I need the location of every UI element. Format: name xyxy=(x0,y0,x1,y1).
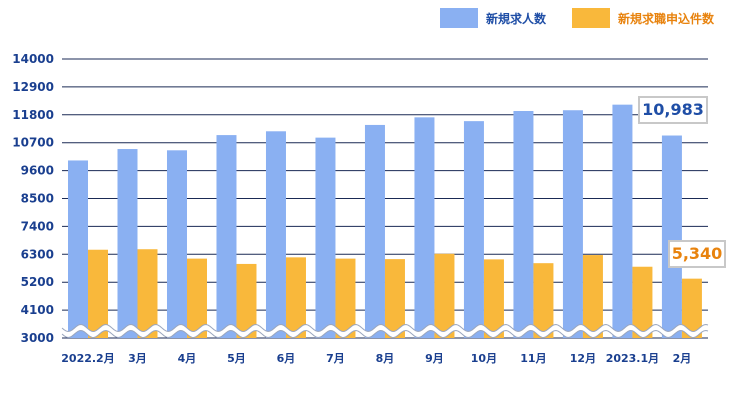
legend-series2: 新規求職申込件数 xyxy=(572,7,714,29)
axis-break-mark xyxy=(61,323,709,339)
bar-series2 xyxy=(335,258,356,338)
bar-series1 xyxy=(117,149,138,338)
x-tick-label: 3月 xyxy=(128,352,147,365)
x-tick-label: 2022.2月 xyxy=(61,352,114,365)
bar-series1 xyxy=(265,131,286,338)
y-tick-label: 3000 xyxy=(21,331,54,345)
y-tick-label: 10700 xyxy=(12,136,54,150)
bar-series2 xyxy=(582,255,603,338)
bar-series2 xyxy=(434,253,455,338)
x-tick-label: 10月 xyxy=(471,352,497,365)
bar-series1 xyxy=(513,110,534,338)
x-tick-label: 4月 xyxy=(178,352,197,365)
y-tick-label: 6300 xyxy=(21,247,54,261)
bar-series2 xyxy=(285,257,306,338)
legend-swatch-series1 xyxy=(440,8,478,28)
axis-break-line-top xyxy=(61,323,709,333)
y-tick-label: 7400 xyxy=(21,219,54,233)
bar-series1 xyxy=(562,110,583,338)
x-tick-labels: 2022.2月 3月 4月 5月 6月 7月 8月 9月 10月 11月 12月 2023.1月 2月 xyxy=(61,352,691,365)
y-tick-label: 8500 xyxy=(21,192,54,206)
bar-series2 xyxy=(236,263,257,338)
bar-series2 xyxy=(186,258,207,338)
bar-series1 xyxy=(463,121,484,339)
x-tick-label: 12月 xyxy=(570,352,596,365)
legend-label-series1: 新規求人数 xyxy=(486,11,547,26)
bar-series1 xyxy=(68,160,88,338)
legend-label-series2: 新規求職申込件数 xyxy=(618,11,715,26)
bar-series2 xyxy=(483,259,504,338)
y-tick-label: 9600 xyxy=(21,164,54,178)
bar-series1 xyxy=(661,135,682,338)
bar-series2 xyxy=(533,263,554,338)
bar-series2 xyxy=(137,249,158,338)
x-tick-label: 11月 xyxy=(520,352,546,365)
bar-series1 xyxy=(612,104,633,339)
y-tick-label: 4100 xyxy=(21,303,54,317)
x-tick-label: 2023.1月 xyxy=(606,352,659,365)
bar-series2 xyxy=(384,259,405,338)
bar-series2 xyxy=(681,278,702,338)
axis-break-line-bottom xyxy=(61,329,709,339)
y-tick-labels: 3000 4100 5200 6300 7400 8500 9600 10700 11800 12… xyxy=(12,52,54,345)
bar-series1 xyxy=(216,135,237,338)
y-tick-label: 11800 xyxy=(12,108,54,122)
bars xyxy=(68,104,702,339)
x-tick-label: 8月 xyxy=(376,352,395,365)
x-tick-label: 9月 xyxy=(425,352,444,365)
callout-series1-last: 10,983 xyxy=(638,96,708,124)
legend-swatch-series2 xyxy=(572,8,610,28)
x-tick-label: 5月 xyxy=(227,352,246,365)
bar-series1 xyxy=(414,117,435,338)
bar-series1 xyxy=(315,137,336,338)
legend-series1: 新規求人数 xyxy=(440,7,546,29)
bar-series2 xyxy=(88,249,108,338)
x-tick-label: 7月 xyxy=(326,352,345,365)
y-tick-label: 14000 xyxy=(12,52,54,66)
bar-series1 xyxy=(166,150,187,338)
y-tick-label: 5200 xyxy=(21,275,54,289)
bar-series1 xyxy=(364,124,385,338)
x-tick-label: 2月 xyxy=(673,352,692,365)
bar-series2 xyxy=(632,266,653,338)
callout-series2-last: 5,340 xyxy=(668,240,726,268)
x-tick-label: 6月 xyxy=(277,352,296,365)
y-tick-label: 12900 xyxy=(12,80,54,94)
